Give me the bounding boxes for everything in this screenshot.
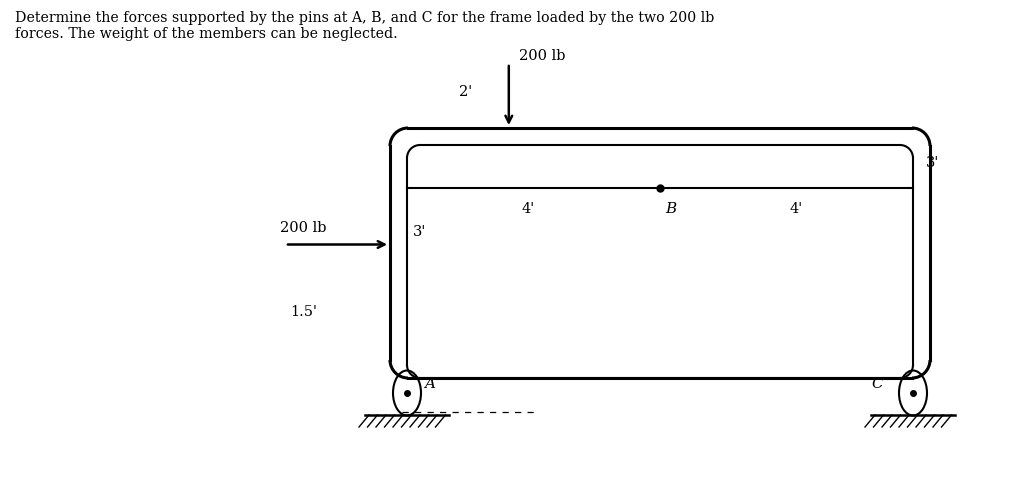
Text: 1.5': 1.5' [290,305,317,319]
Text: 3': 3' [926,156,939,170]
Text: 200 lb: 200 lb [280,221,327,235]
Text: 4': 4' [522,202,536,216]
Text: B: B [665,202,676,216]
Text: Determine the forces supported by the pins at A, B, and C for the frame loaded b: Determine the forces supported by the pi… [15,11,715,41]
Text: 200 lb: 200 lb [519,49,565,63]
Text: 3': 3' [413,226,426,240]
Text: A: A [424,377,435,391]
Text: 2': 2' [459,85,472,99]
Text: 4': 4' [790,202,803,216]
Text: C: C [871,377,883,391]
